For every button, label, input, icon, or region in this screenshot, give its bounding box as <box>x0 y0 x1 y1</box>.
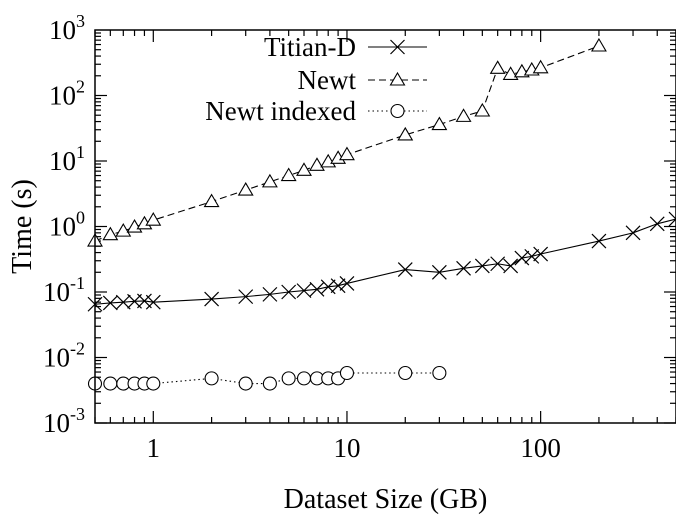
x-marker <box>524 248 540 264</box>
triangle-marker <box>489 60 506 74</box>
x-marker <box>591 233 607 249</box>
x-marker <box>145 294 161 310</box>
x-marker <box>390 39 405 55</box>
triangle-marker <box>339 146 355 161</box>
x-marker <box>456 260 471 276</box>
x-marker <box>533 246 549 262</box>
x-marker <box>397 262 413 277</box>
axis-ticks <box>94 30 676 424</box>
triangle-marker <box>455 108 472 122</box>
circle-marker <box>432 365 447 381</box>
triangle-marker <box>590 37 607 52</box>
triangle-marker <box>203 193 220 208</box>
triangle-marker <box>474 102 491 117</box>
x-tick-label: 1 <box>147 433 161 463</box>
x-marker <box>625 225 641 241</box>
triangle-marker <box>320 153 337 168</box>
triangle-marker <box>261 173 278 188</box>
y-tick-label: 10-3 <box>43 404 85 438</box>
y-tick-label: 100 <box>49 208 85 242</box>
triangle-marker <box>389 71 406 86</box>
x-tick-label: 10 <box>333 433 360 463</box>
x-marker <box>238 289 254 305</box>
x-marker <box>115 294 131 310</box>
x-marker <box>490 256 506 272</box>
legend-label: Titian-D <box>264 32 356 62</box>
x-marker <box>262 286 278 302</box>
triangle-marker <box>502 66 519 80</box>
triangle-marker <box>145 212 162 226</box>
y-axis-label: Time (s) <box>7 179 38 274</box>
circle-marker <box>339 365 355 381</box>
circle-marker <box>146 376 161 391</box>
triangle-marker <box>237 181 254 196</box>
x-tick-label: 100 <box>520 433 561 463</box>
triangle-marker <box>102 226 119 241</box>
series-line <box>94 218 676 305</box>
x-marker <box>330 278 346 294</box>
x-marker <box>339 276 355 291</box>
y-tick-label: 10-1 <box>43 273 85 307</box>
x-marker <box>102 295 118 311</box>
triangle-marker <box>532 59 549 74</box>
triangle-marker <box>397 126 414 141</box>
y-tick-label: 102 <box>49 77 85 111</box>
series-newt <box>87 37 607 247</box>
triangle-marker <box>309 157 325 171</box>
x-marker <box>668 211 676 227</box>
circle-marker <box>103 376 118 391</box>
triangle-marker <box>280 167 297 182</box>
triangle-marker <box>431 116 448 131</box>
legend-label: Newt <box>298 65 357 95</box>
series-newt-indexed <box>87 365 447 391</box>
x-marker <box>320 279 336 295</box>
series-titian-d <box>87 211 676 312</box>
x-marker <box>204 291 220 307</box>
circle-marker <box>296 371 312 386</box>
y-tick-label: 101 <box>49 142 85 176</box>
circle-marker <box>238 376 253 391</box>
circle-marker <box>262 376 277 391</box>
circle-marker <box>390 103 405 119</box>
x-marker <box>431 264 447 280</box>
tick-labels: 1 10 100 10-3 10-2 10-1 100 101 102 103 <box>43 11 561 463</box>
legend-label: Newt indexed <box>205 96 356 126</box>
y-tick-label: 10-2 <box>43 339 85 373</box>
circle-marker <box>281 371 296 386</box>
triangle-marker <box>115 223 132 237</box>
plot-frame <box>94 29 676 424</box>
x-axis-label: Dataset Size (GB) <box>284 484 488 515</box>
y-tick-label: 103 <box>49 11 85 45</box>
series-group <box>87 37 676 391</box>
x-marker <box>281 284 297 300</box>
x-marker <box>503 258 519 274</box>
x-marker <box>296 283 312 299</box>
x-marker <box>649 216 665 232</box>
circle-marker <box>204 371 219 386</box>
circle-marker <box>398 365 413 381</box>
x-marker <box>514 250 530 266</box>
x-marker <box>474 258 490 274</box>
triangle-marker <box>296 162 312 176</box>
